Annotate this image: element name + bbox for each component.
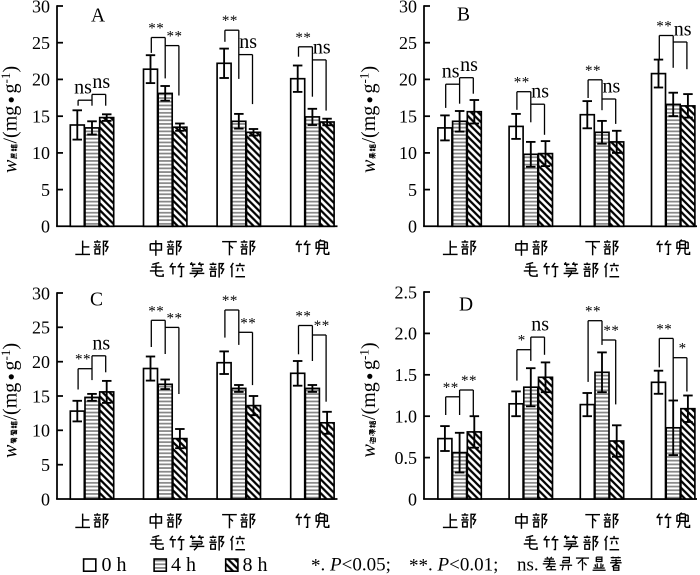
svg-text:**. P<0.01;: **. P<0.01;: [409, 555, 498, 575]
svg-text:0 h: 0 h: [102, 554, 127, 575]
svg-text:): ): [358, 342, 380, 349]
svg-text:**: **: [314, 318, 330, 334]
svg-text:30: 30: [32, 0, 50, 16]
svg-text:15: 15: [32, 386, 50, 406]
svg-text:w: w: [358, 159, 380, 173]
svg-text:*. P<0.05;: *. P<0.05;: [311, 555, 391, 575]
svg-text:ns: ns: [74, 77, 92, 99]
svg-text:D: D: [459, 295, 473, 316]
svg-text:**: **: [222, 13, 238, 29]
svg-text:g: g: [0, 84, 22, 94]
svg-text:/(mg: /(mg: [0, 383, 22, 421]
svg-text:**: **: [222, 293, 238, 309]
svg-text:1.5: 1.5: [395, 365, 418, 385]
svg-text:**: **: [295, 309, 311, 325]
svg-text:B: B: [457, 5, 470, 26]
svg-text:0: 0: [408, 489, 417, 509]
svg-text:ns: ns: [531, 81, 549, 103]
svg-text:10: 10: [399, 143, 417, 163]
svg-text:10: 10: [32, 421, 50, 441]
svg-text:/(mg: /(mg: [0, 106, 22, 144]
svg-text:4 h: 4 h: [171, 554, 196, 575]
svg-text:**: **: [240, 315, 256, 331]
svg-text:20: 20: [32, 70, 50, 90]
svg-text:**: **: [585, 304, 601, 320]
svg-text:): ): [358, 66, 380, 73]
svg-text:**: **: [443, 380, 459, 396]
svg-text:8 h: 8 h: [243, 554, 268, 575]
svg-text:ns: ns: [92, 71, 110, 93]
svg-text:**: **: [656, 321, 672, 337]
svg-text:20: 20: [399, 70, 417, 90]
svg-text:ns.: ns.: [517, 555, 539, 575]
svg-text:**: **: [603, 323, 619, 339]
svg-text:*: *: [679, 341, 687, 357]
svg-text:25: 25: [399, 33, 417, 53]
svg-text:w: w: [358, 444, 380, 458]
svg-text:g: g: [0, 361, 22, 371]
svg-text:25: 25: [32, 318, 50, 338]
svg-text:**: **: [75, 352, 91, 368]
svg-text:**: **: [461, 373, 477, 389]
svg-text:g: g: [358, 84, 380, 94]
svg-text:**: **: [148, 21, 164, 37]
svg-text:): ): [0, 66, 22, 73]
svg-text:g: g: [358, 360, 380, 370]
svg-text:0: 0: [41, 489, 50, 509]
svg-text:1.0: 1.0: [395, 407, 418, 427]
svg-text:ns: ns: [603, 76, 621, 98]
svg-text:2.5: 2.5: [395, 282, 418, 302]
svg-text:5: 5: [41, 180, 50, 200]
svg-text:-1: -1: [357, 349, 372, 360]
svg-text:25: 25: [32, 33, 50, 53]
svg-text:**: **: [295, 30, 311, 46]
svg-text:20: 20: [32, 352, 50, 372]
svg-text:**: **: [656, 19, 672, 35]
svg-text:/(mg: /(mg: [358, 382, 380, 420]
svg-text:**: **: [167, 29, 183, 45]
svg-text:ns: ns: [442, 61, 460, 83]
svg-text:0.5: 0.5: [395, 448, 418, 468]
svg-text:*: *: [518, 333, 526, 349]
svg-text:0: 0: [41, 217, 50, 237]
svg-text:w: w: [0, 444, 22, 458]
svg-text:30: 30: [32, 283, 50, 303]
svg-text:10: 10: [32, 143, 50, 163]
svg-text:**: **: [167, 310, 183, 326]
svg-text:A: A: [91, 6, 105, 27]
svg-text:**: **: [148, 303, 164, 319]
svg-text:**: **: [585, 63, 601, 79]
svg-text:15: 15: [32, 107, 50, 127]
svg-text:C: C: [90, 290, 103, 311]
svg-text:2.0: 2.0: [395, 324, 418, 344]
svg-text:30: 30: [399, 0, 417, 16]
svg-text:w: w: [0, 159, 22, 173]
svg-text:ns: ns: [313, 36, 331, 58]
svg-text:-1: -1: [0, 350, 13, 361]
svg-text:**: **: [514, 75, 530, 91]
svg-text:ns: ns: [460, 54, 478, 76]
svg-text:5: 5: [408, 180, 417, 200]
svg-text:/(mg: /(mg: [358, 106, 380, 144]
svg-text:15: 15: [399, 107, 417, 127]
svg-text:ns: ns: [92, 332, 110, 354]
svg-text:-1: -1: [0, 73, 13, 84]
svg-text:-1: -1: [357, 73, 372, 84]
svg-text:5: 5: [41, 455, 50, 475]
svg-text:ns: ns: [531, 314, 549, 336]
svg-text:0: 0: [408, 217, 417, 237]
svg-text:): ): [0, 343, 22, 350]
svg-text:ns: ns: [239, 31, 257, 53]
svg-text:ns: ns: [674, 19, 692, 41]
